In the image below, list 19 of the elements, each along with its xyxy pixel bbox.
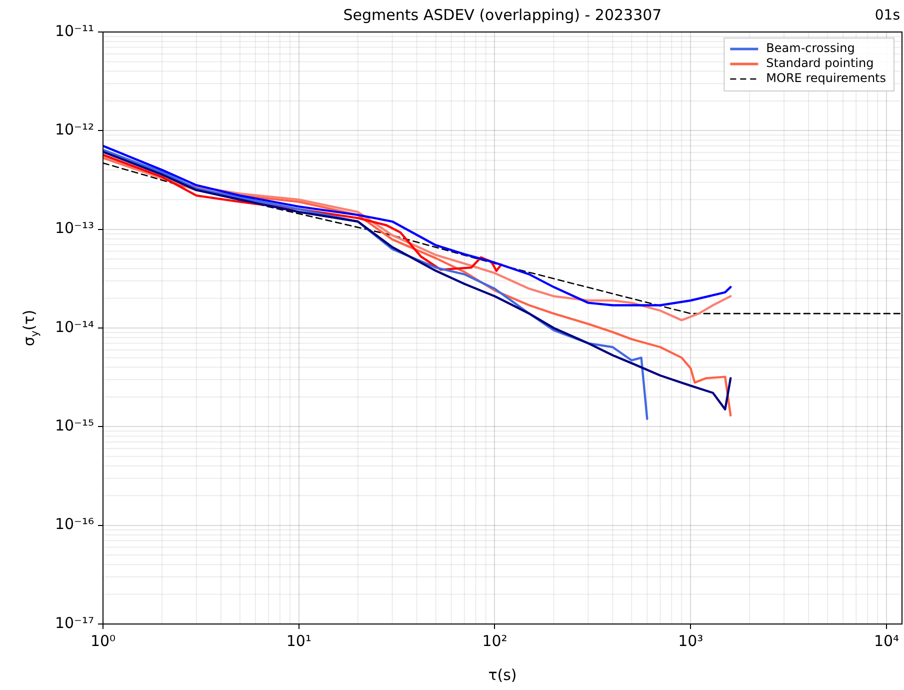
text: 01s	[874, 8, 900, 24]
y-tick-label: 10⁻¹⁷	[54, 614, 94, 632]
y-axis-title: σy(τ)	[20, 310, 41, 346]
x-tick-label: 10³	[678, 632, 704, 650]
y-tick-label: 10⁻¹⁶	[54, 515, 94, 534]
x-tick-label: 10⁰	[90, 632, 116, 650]
x-axis-title: τ(s)	[488, 666, 517, 684]
legend-label: Beam-crossing	[766, 41, 855, 56]
chart-title: Segments ASDEV (overlapping) - 2023307	[343, 6, 662, 24]
y-tick-label: 10⁻¹³	[54, 219, 94, 238]
y-tick-label: 10⁻¹⁴	[54, 318, 94, 336]
legend-label: Standard pointing	[766, 56, 874, 70]
x-tick-label: 10¹	[286, 632, 312, 650]
y-tick-label: 10⁻¹²	[54, 120, 94, 139]
x-tick-label: 10⁴	[874, 632, 900, 650]
y-tick-label: 10⁻¹¹	[54, 22, 94, 40]
y-tick-label: 10⁻¹⁵	[54, 416, 94, 435]
x-tick-label: 10²	[482, 632, 508, 650]
legend-label: MORE requirements	[766, 71, 886, 86]
